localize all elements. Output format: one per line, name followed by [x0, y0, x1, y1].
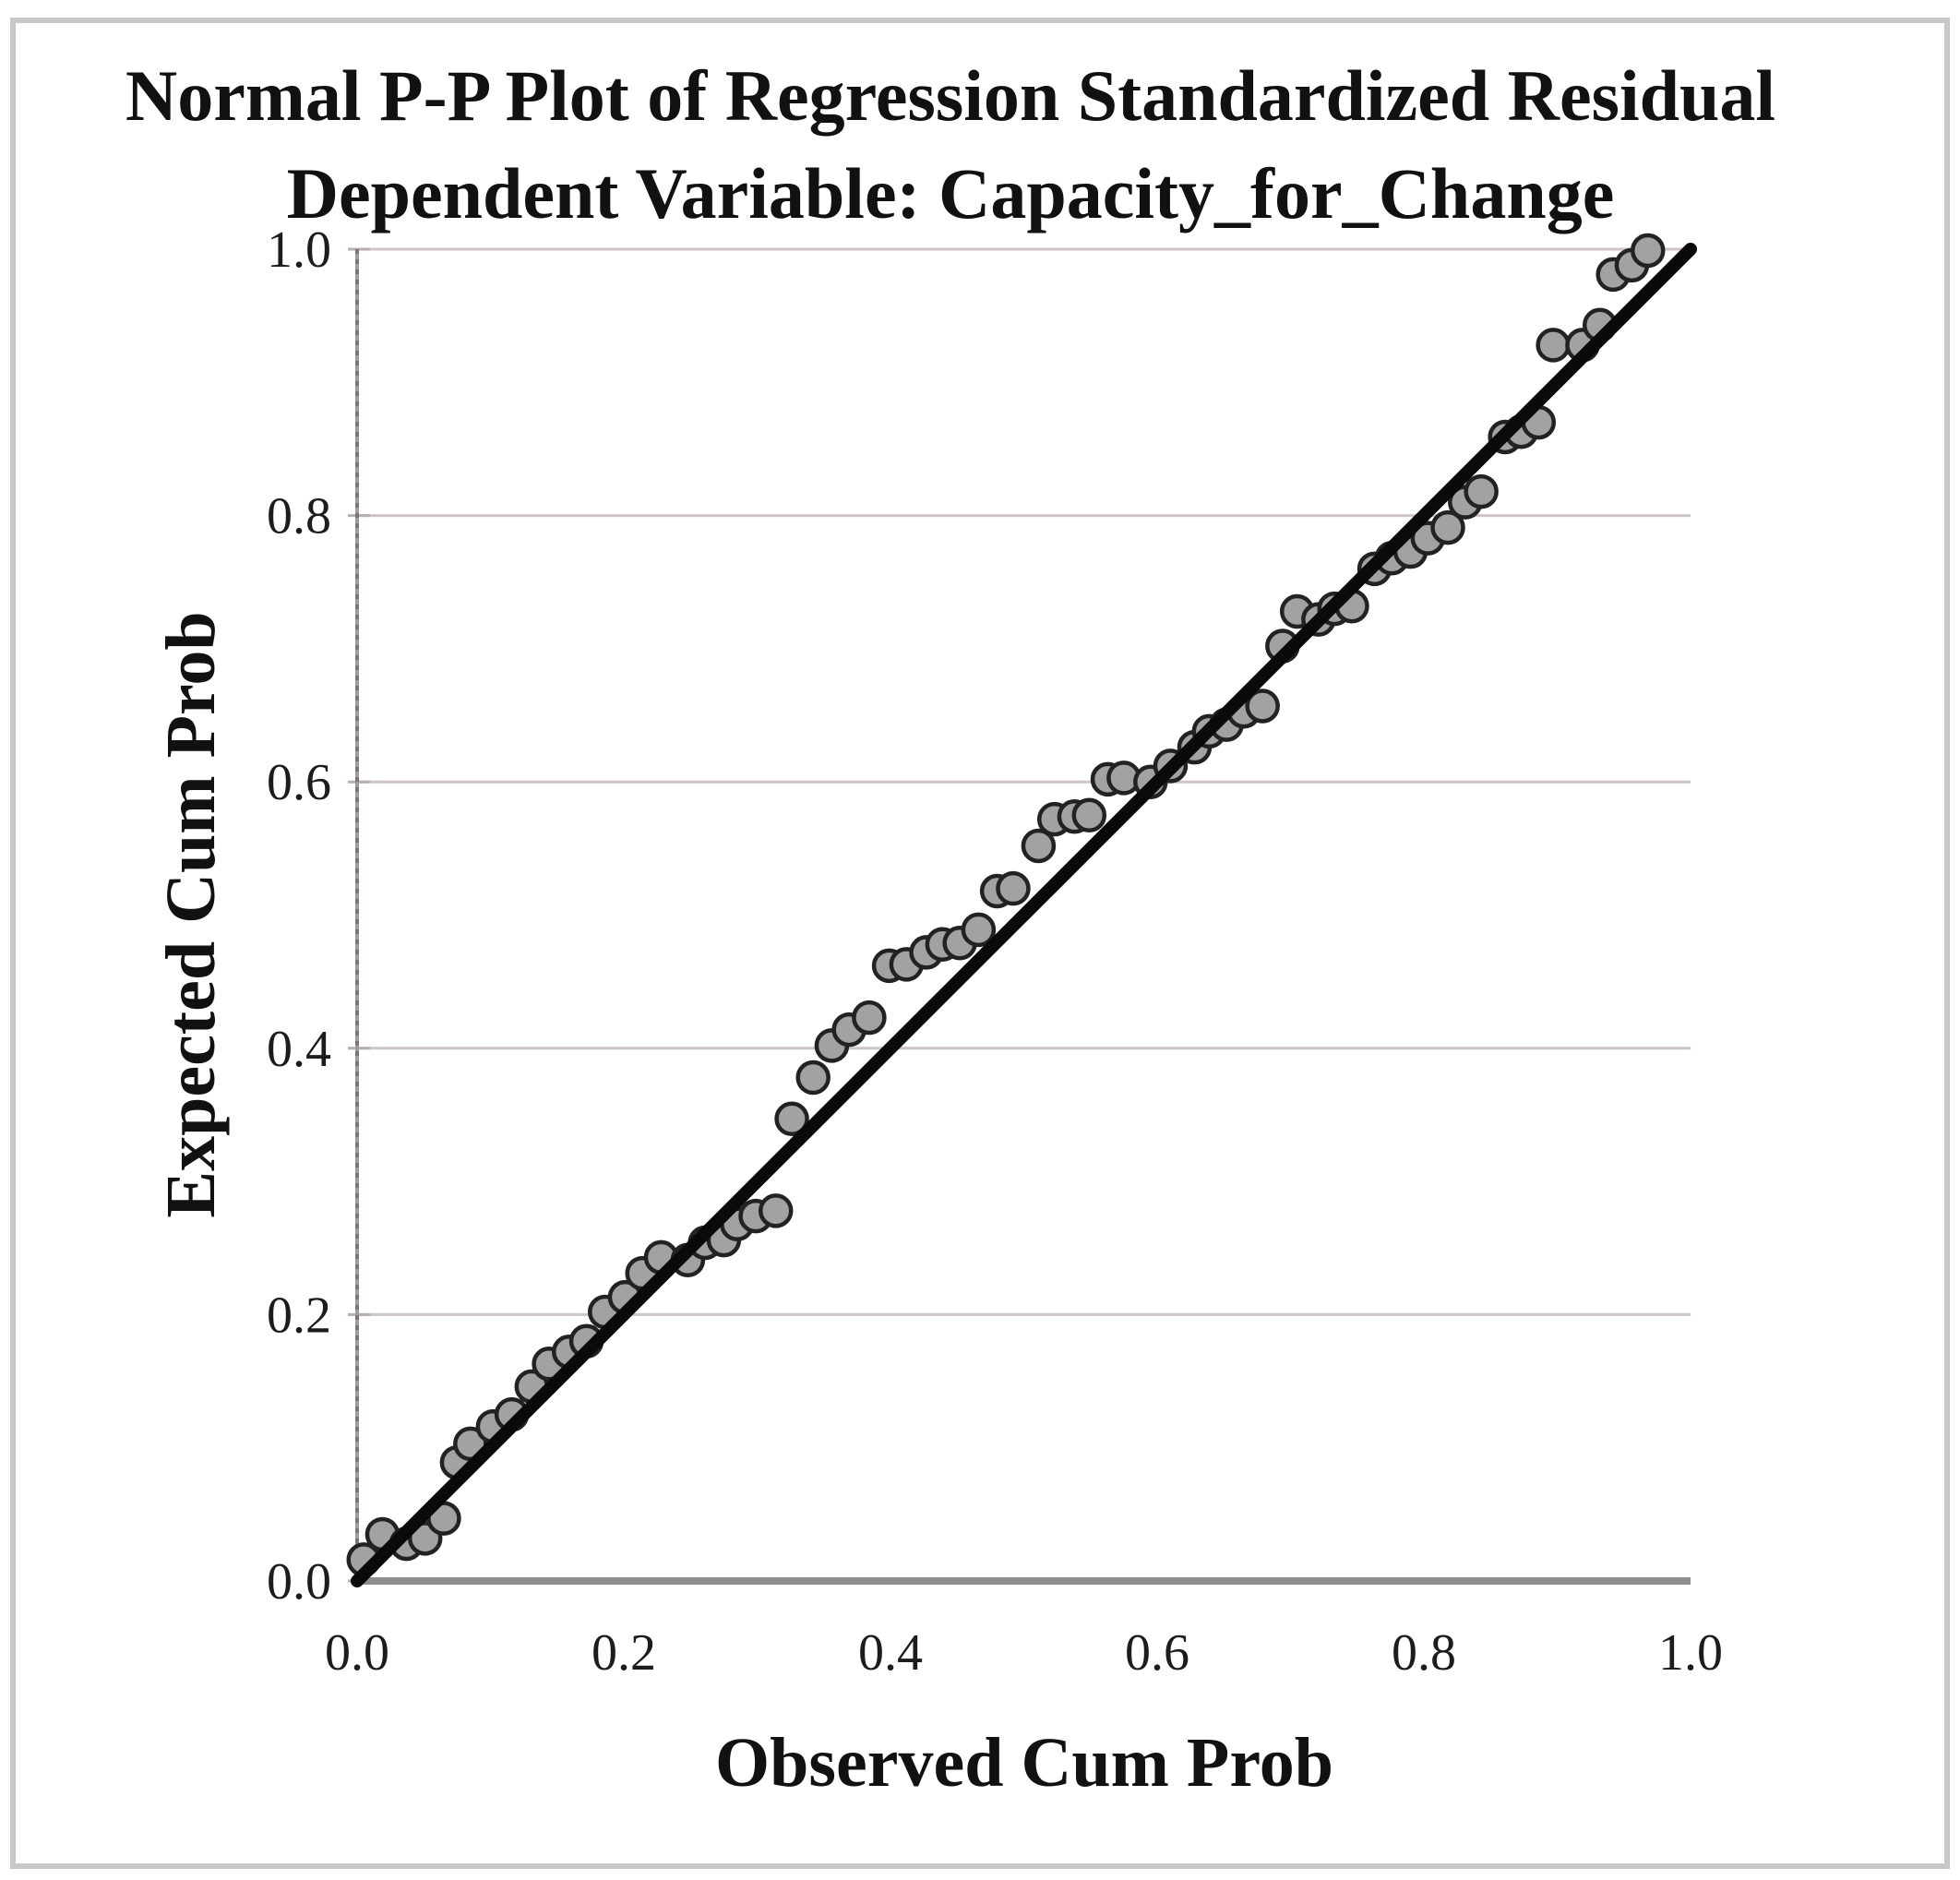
normality-reference-line	[351, 243, 1697, 1587]
y-tick-label: 0.2	[267, 1287, 331, 1344]
data-point	[1021, 828, 1057, 864]
x-tick-label: 0.2	[592, 1624, 656, 1682]
y-tick-label: 0.8	[267, 488, 331, 545]
reference-line	[351, 243, 1697, 1587]
y-tick-label: 0.0	[267, 1553, 331, 1611]
x-tick-label: 1.0	[1658, 1624, 1723, 1682]
x-tick-label: 0.4	[858, 1624, 923, 1682]
data-point	[1430, 509, 1465, 545]
y-axis-label: Expected Cum Prob	[152, 611, 230, 1217]
data-point	[1464, 473, 1499, 509]
data-point	[758, 1193, 794, 1228]
y-tick-label: 0.6	[267, 754, 331, 811]
y-tick-label: 0.4	[267, 1021, 331, 1078]
axes	[348, 247, 1691, 1585]
data-point	[996, 870, 1031, 906]
data-point	[961, 912, 997, 948]
data-point	[1631, 233, 1666, 269]
data-point	[1245, 689, 1280, 724]
x-axis-label: Observed Cum Prob	[715, 1724, 1333, 1802]
y-tick-label: 1.0	[267, 222, 331, 279]
gridlines	[357, 247, 1691, 1316]
chart-title-line1: Normal P-P Plot of Regression Standardiz…	[125, 55, 1775, 136]
data-point	[795, 1060, 831, 1096]
data-points	[346, 233, 1666, 1577]
x-tick-label: 0.0	[325, 1624, 389, 1682]
data-point	[1536, 328, 1571, 363]
data-point	[774, 1101, 809, 1137]
x-tick-label: 0.8	[1392, 1624, 1456, 1682]
figure-border	[10, 18, 1950, 1869]
data-point	[852, 1000, 887, 1036]
data-point	[1071, 797, 1107, 833]
tick-labels: 0.0 0.2 0.4 0.6 0.8 1.0 0.0 0.2 0.4 0.6 0.8 1.0	[267, 222, 1723, 1682]
chart-title-line2: Dependent Variable: Capacity_for_Change	[287, 153, 1615, 234]
x-tick-label: 0.6	[1125, 1624, 1189, 1682]
